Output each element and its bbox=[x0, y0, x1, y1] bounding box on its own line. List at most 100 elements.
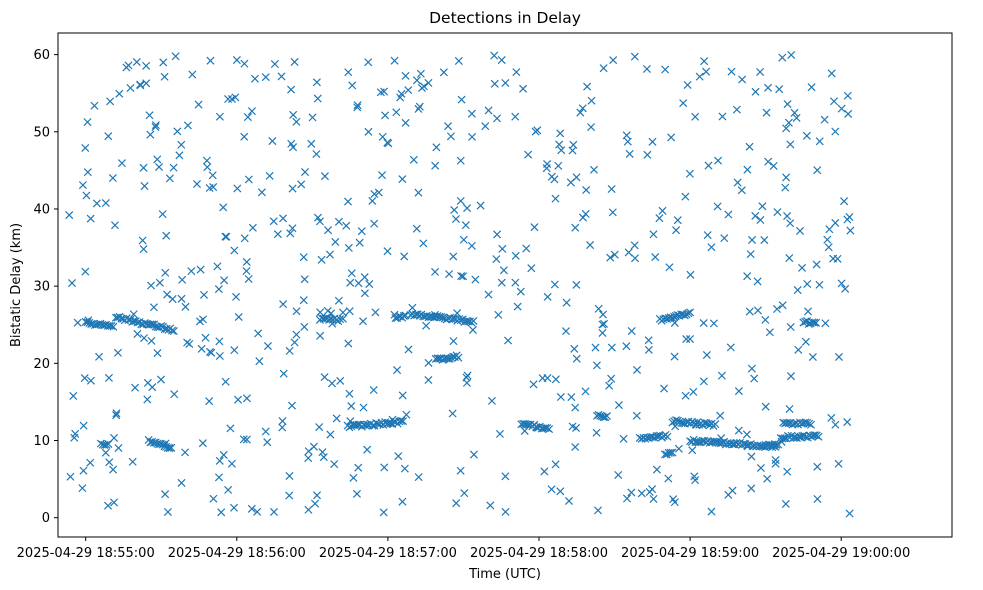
detection-marker bbox=[456, 196, 465, 205]
detection-marker bbox=[160, 72, 169, 81]
detection-marker bbox=[783, 467, 792, 476]
detection-marker bbox=[203, 163, 212, 172]
detection-marker bbox=[268, 137, 277, 146]
detection-marker bbox=[332, 414, 341, 423]
detection-marker bbox=[330, 460, 339, 469]
detection-marker bbox=[404, 345, 413, 354]
detection-marker bbox=[827, 413, 836, 422]
detection-marker bbox=[782, 173, 791, 182]
detection-marker bbox=[606, 253, 615, 262]
detection-marker bbox=[645, 487, 654, 497]
detection-marker bbox=[232, 292, 241, 301]
detection-marker bbox=[792, 113, 801, 122]
detection-marker bbox=[244, 274, 253, 284]
detection-marker bbox=[550, 175, 559, 184]
detection-marker bbox=[713, 202, 722, 211]
detection-marker bbox=[361, 421, 370, 430]
detection-marker bbox=[591, 343, 600, 352]
detection-marker bbox=[289, 110, 298, 119]
detection-marker bbox=[304, 505, 313, 514]
detection-marker bbox=[751, 211, 760, 220]
detection-marker bbox=[454, 353, 463, 362]
detection-marker bbox=[801, 337, 810, 346]
detection-marker bbox=[471, 275, 480, 284]
detection-marker bbox=[215, 351, 224, 361]
detection-marker bbox=[481, 122, 490, 131]
detection-marker bbox=[747, 484, 756, 493]
detection-marker bbox=[242, 435, 251, 444]
detection-marker bbox=[432, 143, 441, 152]
detection-marker bbox=[833, 254, 842, 263]
detection-marker bbox=[371, 308, 380, 317]
detection-marker bbox=[67, 279, 77, 288]
detection-marker bbox=[660, 384, 669, 393]
detection-marker bbox=[445, 270, 454, 279]
detection-marker bbox=[170, 390, 179, 399]
detection-marker bbox=[269, 217, 278, 226]
detection-marker bbox=[146, 320, 155, 329]
detection-marker bbox=[384, 139, 393, 148]
detection-marker bbox=[771, 459, 780, 468]
detection-marker bbox=[347, 402, 356, 411]
detection-marker bbox=[844, 109, 853, 118]
detection-marker bbox=[773, 208, 782, 217]
detection-marker bbox=[663, 432, 672, 441]
y-tick-label: 60 bbox=[33, 48, 50, 63]
detection-marker bbox=[304, 447, 313, 456]
detection-marker bbox=[146, 130, 155, 139]
detection-marker bbox=[504, 336, 513, 345]
detection-marker bbox=[365, 280, 374, 289]
detection-marker bbox=[457, 272, 466, 281]
detection-marker bbox=[756, 215, 765, 224]
detection-marker bbox=[353, 103, 362, 112]
detection-marker bbox=[745, 142, 754, 151]
detection-marker bbox=[520, 426, 529, 435]
detection-marker bbox=[232, 56, 241, 65]
detection-marker bbox=[163, 290, 172, 299]
detection-marker bbox=[344, 68, 353, 77]
detection-marker bbox=[619, 434, 628, 443]
detection-marker bbox=[301, 168, 310, 177]
detection-marker bbox=[400, 464, 409, 473]
detection-marker bbox=[743, 272, 752, 281]
detection-marker bbox=[90, 101, 99, 110]
detection-marker bbox=[529, 380, 538, 389]
detection-marker bbox=[670, 498, 679, 507]
detection-marker bbox=[630, 254, 640, 263]
detection-marker bbox=[396, 93, 405, 102]
detection-marker bbox=[187, 267, 196, 276]
detection-marker bbox=[684, 309, 693, 318]
detection-marker bbox=[105, 458, 114, 467]
detection-marker bbox=[254, 329, 263, 338]
detection-marker bbox=[831, 127, 840, 136]
detection-marker bbox=[513, 302, 522, 311]
detection-marker bbox=[796, 226, 805, 235]
detection-marker bbox=[285, 491, 294, 500]
detection-marker bbox=[501, 472, 510, 481]
detection-marker bbox=[821, 319, 830, 328]
detection-marker bbox=[168, 326, 177, 335]
detection-marker bbox=[188, 70, 197, 79]
detection-marker bbox=[734, 387, 743, 396]
detection-marker bbox=[511, 112, 520, 121]
detection-marker bbox=[368, 421, 377, 430]
detection-marker bbox=[364, 58, 373, 67]
detection-marker bbox=[398, 175, 407, 184]
detection-marker bbox=[642, 64, 651, 73]
detection-marker bbox=[233, 184, 242, 193]
detection-marker bbox=[765, 328, 774, 337]
detection-marker bbox=[414, 473, 423, 482]
y-tick-label: 20 bbox=[33, 357, 50, 372]
detection-marker bbox=[347, 269, 356, 278]
y-tick-label: 10 bbox=[33, 434, 50, 449]
detection-marker bbox=[300, 322, 309, 331]
detection-marker bbox=[112, 409, 121, 418]
detection-marker bbox=[786, 322, 795, 332]
detection-marker bbox=[153, 349, 162, 358]
y-tick-label: 40 bbox=[33, 202, 50, 217]
detection-marker bbox=[459, 235, 468, 244]
detection-marker bbox=[463, 371, 472, 380]
detection-marker bbox=[587, 123, 596, 132]
detection-marker bbox=[439, 68, 448, 77]
detection-marker bbox=[398, 417, 408, 426]
